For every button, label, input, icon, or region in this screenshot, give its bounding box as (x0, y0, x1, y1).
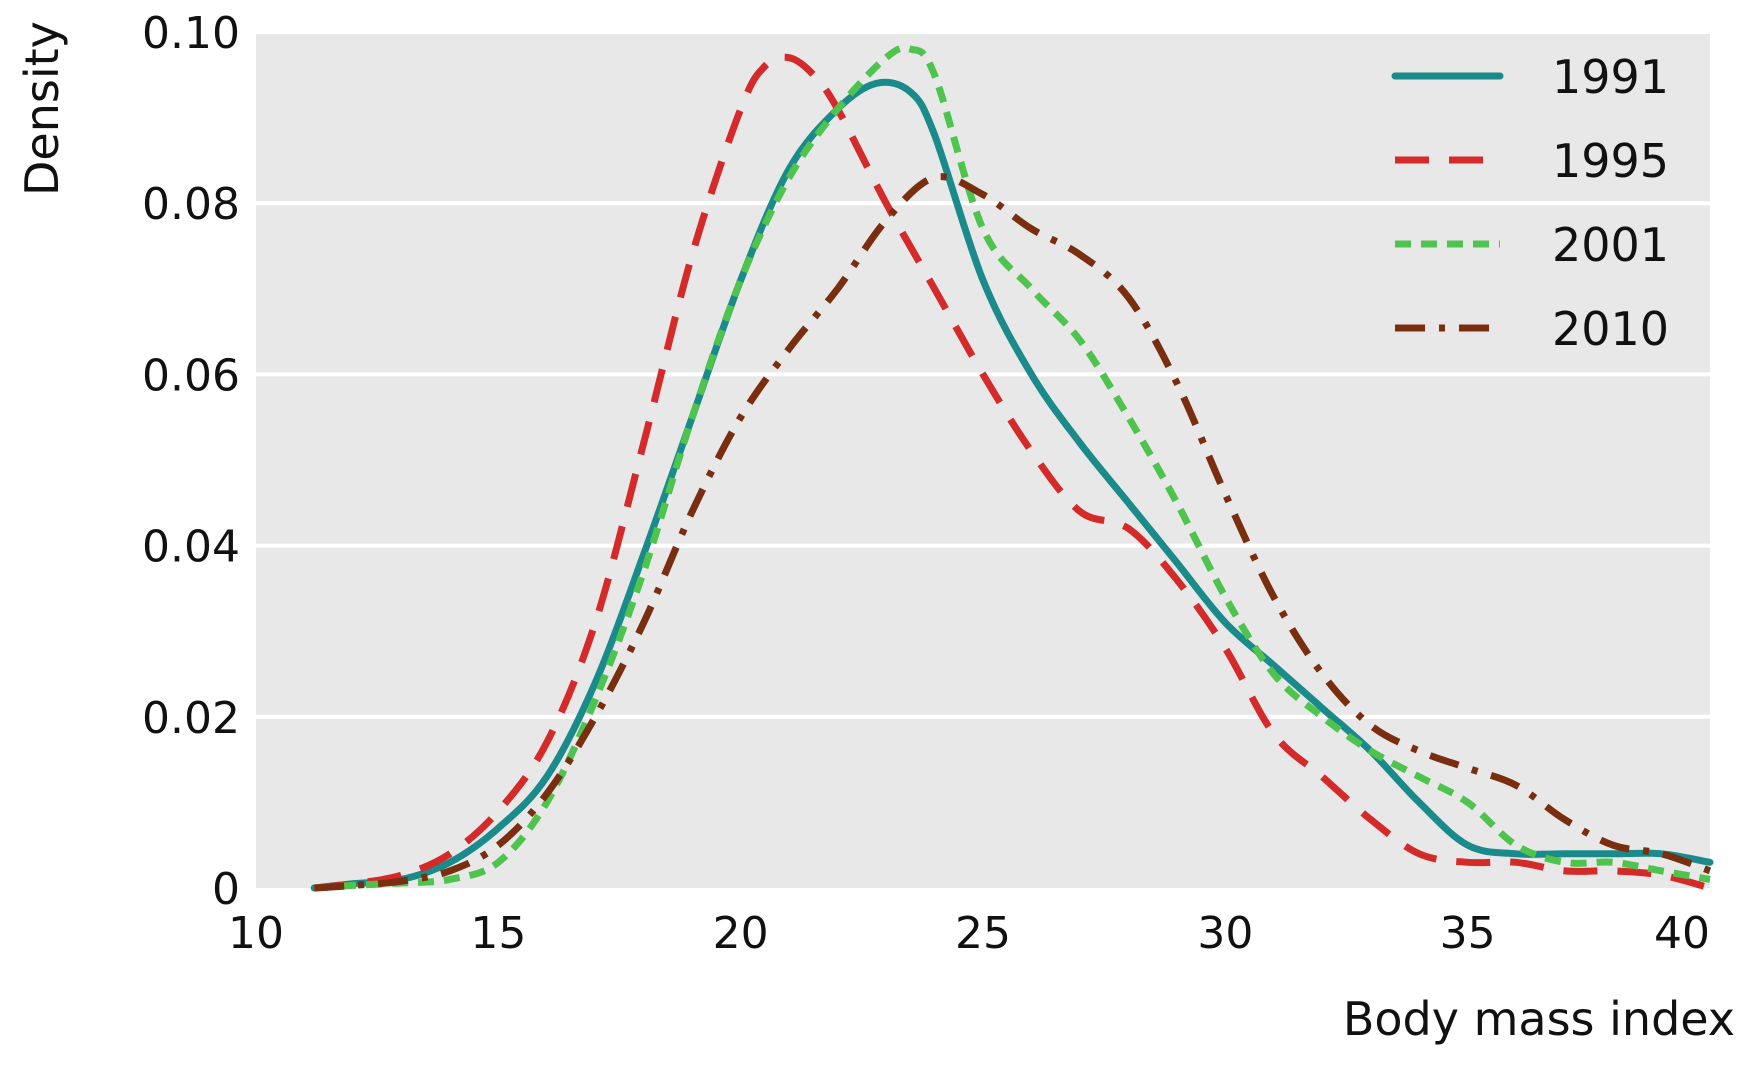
x-tick-label: 40 (1654, 908, 1710, 959)
x-tick-label: 10 (228, 908, 284, 959)
legend-label-2001: 2001 (1552, 218, 1669, 272)
series-layer (310, 44, 1714, 892)
x-axis-label: Body mass index (1343, 992, 1735, 1046)
x-tick-label: 15 (470, 908, 526, 959)
y-tick-label: 0 (212, 864, 240, 915)
plot-background (256, 32, 1710, 888)
y-tick-label: 0.04 (142, 522, 240, 573)
y-tick-label: 0.06 (142, 350, 240, 401)
y-tick-label: 0.02 (142, 693, 240, 744)
y-axis-ticks: 0 0.02 0.04 0.06 0.08 0.10 (142, 8, 240, 915)
legend-label-1995: 1995 (1552, 134, 1669, 188)
x-tick-label: 35 (1440, 908, 1496, 959)
series-line-1995 (313, 53, 1711, 892)
x-tick-label: 20 (713, 908, 769, 959)
x-tick-label: 25 (955, 908, 1011, 959)
y-tick-label: 0.10 (142, 8, 240, 59)
y-axis-label: Density (15, 21, 69, 196)
y-tick-label: 0.08 (142, 179, 240, 230)
legend: 1991 1995 2001 2010 (1391, 50, 1669, 356)
series-line-1991 (310, 78, 1714, 892)
x-tick-label: 30 (1197, 908, 1253, 959)
x-axis-ticks: 10 15 20 25 30 35 40 (228, 908, 1710, 959)
legend-label-1991: 1991 (1552, 50, 1669, 104)
series-line-2010 (313, 173, 1712, 892)
legend-label-2010: 2010 (1552, 302, 1669, 356)
